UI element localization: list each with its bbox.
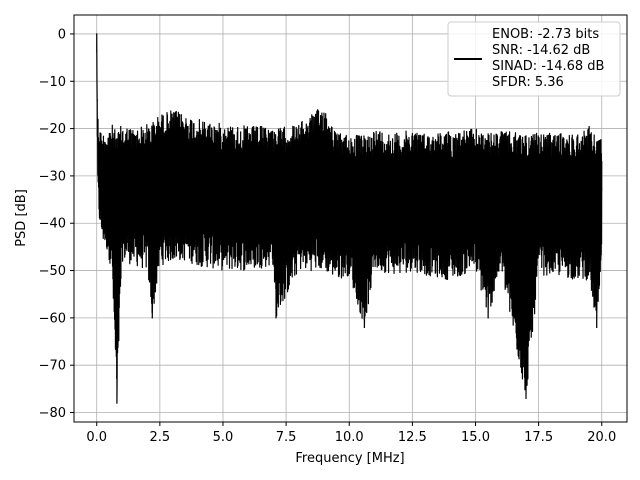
psd-data-point: [116, 402, 118, 404]
y-tick-label: −30: [39, 169, 66, 184]
psd-data-point: [424, 189, 426, 191]
legend-line-enob: ENOB: -2.73 bits: [492, 27, 599, 42]
psd-data-point: [596, 326, 598, 328]
y-tick-label: −10: [39, 75, 66, 90]
psd-data-point: [197, 180, 199, 182]
x-tick-label: 17.5: [524, 430, 553, 445]
x-axis-title: Frequency [MHz]: [295, 451, 404, 466]
x-tick-label: 15.0: [461, 430, 490, 445]
psd-data-point: [96, 33, 98, 35]
y-tick-label: −70: [39, 359, 66, 374]
x-tick-label: 5.0: [213, 430, 234, 445]
y-tick-label: −60: [39, 311, 66, 326]
psd-data-point: [500, 189, 502, 191]
psd-data-point: [336, 189, 338, 191]
psd-data-point: [101, 184, 103, 186]
legend-box: [447, 21, 621, 97]
psd-data-point: [525, 397, 527, 399]
psd-data-point: [134, 184, 136, 186]
psd-data-point: [247, 184, 249, 186]
psd-data-point: [399, 184, 401, 186]
psd-data-point: [97, 137, 99, 139]
psd-data-point: [550, 184, 552, 186]
psd-data-point: [474, 189, 477, 191]
psd-data-point: [272, 194, 275, 196]
psd-data-point: [96, 99, 98, 101]
psd-data-point: [538, 189, 540, 191]
psd-data-point: [151, 317, 153, 319]
y-tick-label: −50: [39, 264, 66, 279]
psd-data-point: [171, 175, 174, 177]
x-tick-label: 7.5: [276, 430, 297, 445]
y-axis-title: PSD [dB]: [14, 189, 29, 247]
legend-line-sinad: SINAD: -14.68 dB: [492, 59, 604, 74]
legend-line-sfdr: SFDR: 5.36: [492, 75, 564, 90]
psd-series-line: [96, 33, 603, 404]
psd-data-point: [98, 165, 100, 168]
x-tick-label: 12.5: [398, 430, 427, 445]
psd-data-point: [411, 180, 413, 182]
psd-data-point: [111, 194, 113, 196]
psd-data-point: [348, 194, 350, 196]
legend-line-snr: SNR: -14.62 dB: [492, 43, 590, 58]
y-axis: 0 −10 −20 −30 −40 −50 −60 −70 −80: [39, 27, 74, 421]
psd-data-point: [323, 175, 325, 177]
plot-frame: [73, 14, 628, 423]
psd-data-point: [222, 189, 224, 191]
psd-data-point: [106, 189, 108, 191]
x-tick-label: 20.0: [587, 430, 616, 445]
psd-data-point: [275, 317, 277, 319]
psd-data-point: [575, 189, 578, 191]
psd-data-point: [363, 326, 365, 328]
psd-data-point: [588, 180, 590, 182]
psd-data-point: [373, 189, 376, 191]
psd-data-point: [487, 317, 489, 319]
x-tick-label: 2.5: [150, 430, 171, 445]
psd-data-point: [184, 184, 186, 186]
psd-data-point: [601, 189, 603, 191]
x-tick-label: 10.0: [335, 430, 364, 445]
x-tick-label: 0.0: [86, 430, 107, 445]
y-tick-label: −40: [39, 217, 66, 232]
y-tick-label: −20: [39, 122, 66, 137]
legend: ENOB: -2.73 bits SNR: -14.62 dB SINAD: -…: [447, 21, 621, 97]
x-axis: 0.0 2.5 5.0 7.5 10.0 12.5 15.0 17.5 20.0: [86, 422, 616, 445]
psd-data-point: [121, 189, 123, 191]
psd-data-point: [298, 189, 300, 191]
psd-data-point: [159, 180, 161, 182]
psd-data-point: [449, 184, 451, 186]
plot-series: [96, 33, 603, 404]
psd-data-point: [146, 189, 148, 191]
y-tick-label: −80: [39, 406, 66, 421]
y-tick-label: 0: [58, 27, 66, 42]
